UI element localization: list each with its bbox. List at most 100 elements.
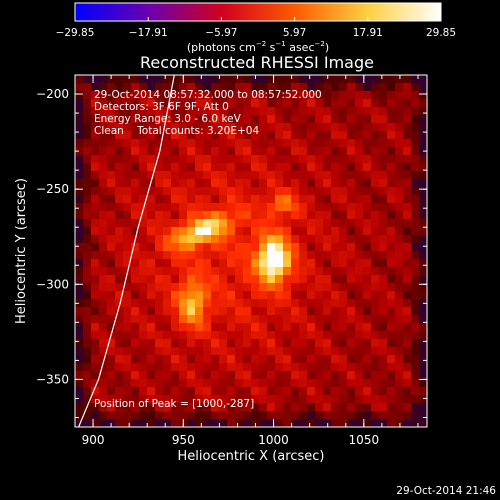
heatmap-cell xyxy=(379,283,388,292)
heatmap-cell xyxy=(315,347,324,356)
heatmap-cell xyxy=(83,267,92,276)
heatmap-cell xyxy=(395,147,404,156)
heatmap-cell xyxy=(195,315,204,324)
heatmap-cell xyxy=(259,323,268,332)
heatmap-cell xyxy=(243,91,252,100)
heatmap-cell xyxy=(355,315,364,324)
heatmap-cell xyxy=(187,243,196,252)
heatmap-cell xyxy=(163,363,172,372)
heatmap-cell xyxy=(275,131,284,140)
heatmap-cell xyxy=(179,107,188,116)
heatmap-cell xyxy=(155,195,164,204)
heatmap-cell xyxy=(355,83,364,92)
heatmap-cell xyxy=(235,123,244,132)
heatmap-cell xyxy=(171,243,180,252)
heatmap-cell xyxy=(419,139,428,148)
heatmap-cell xyxy=(195,251,204,260)
heatmap-cell xyxy=(179,363,188,372)
heatmap-cell xyxy=(299,147,308,156)
heatmap-cell xyxy=(267,347,276,356)
heatmap-cell xyxy=(259,419,268,428)
heatmap-image xyxy=(75,75,428,428)
heatmap-cell xyxy=(411,235,420,244)
heatmap-cell xyxy=(283,323,292,332)
heatmap-cell xyxy=(243,203,252,212)
heatmap-cell xyxy=(347,403,356,412)
heatmap-cell xyxy=(331,155,340,164)
heatmap-cell xyxy=(299,227,308,236)
heatmap-cell xyxy=(339,155,348,164)
heatmap-cell xyxy=(179,99,188,108)
heatmap-cell xyxy=(243,379,252,388)
heatmap-cell xyxy=(171,299,180,308)
heatmap-cell xyxy=(259,219,268,228)
heatmap-cell xyxy=(355,411,364,420)
heatmap-cell xyxy=(323,83,332,92)
heatmap-cell xyxy=(283,115,292,124)
heatmap-cell xyxy=(379,371,388,380)
heatmap-cell xyxy=(123,371,132,380)
heatmap-cell xyxy=(123,315,132,324)
heatmap-cell xyxy=(371,283,380,292)
heatmap-cell xyxy=(131,371,140,380)
heatmap-cell xyxy=(155,187,164,196)
heatmap-cell xyxy=(115,187,124,196)
heatmap-cell xyxy=(299,331,308,340)
heatmap-cell xyxy=(307,403,316,412)
heatmap-cell xyxy=(195,363,204,372)
heatmap-cell xyxy=(91,403,100,412)
heatmap-cell xyxy=(83,163,92,172)
heatmap-cell xyxy=(227,179,236,188)
heatmap-cell xyxy=(219,291,228,300)
heatmap-cell xyxy=(363,179,372,188)
heatmap-cell xyxy=(227,219,236,228)
heatmap-cell xyxy=(259,395,268,404)
heatmap-cell xyxy=(299,163,308,172)
heatmap-cell xyxy=(155,387,164,396)
heatmap-cell xyxy=(387,275,396,284)
heatmap-cell xyxy=(387,75,396,84)
heatmap-cell xyxy=(347,123,356,132)
heatmap-cell xyxy=(331,275,340,284)
heatmap-cell xyxy=(323,331,332,340)
heatmap-cell xyxy=(395,251,404,260)
heatmap-cell xyxy=(307,115,316,124)
heatmap-cell xyxy=(115,291,124,300)
heatmap-cell xyxy=(299,155,308,164)
heatmap-cell xyxy=(211,379,220,388)
heatmap-cell xyxy=(131,299,140,308)
heatmap-cell xyxy=(307,139,316,148)
heatmap-cell xyxy=(371,323,380,332)
heatmap-cell xyxy=(283,211,292,220)
heatmap-cell xyxy=(347,203,356,212)
heatmap-cell xyxy=(203,315,212,324)
heatmap-cell xyxy=(99,323,108,332)
heatmap-cell xyxy=(419,307,428,316)
heatmap-cell xyxy=(403,331,412,340)
heatmap-cell xyxy=(139,99,148,108)
heatmap-cell xyxy=(211,403,220,412)
heatmap-cell xyxy=(99,275,108,284)
heatmap-cell xyxy=(147,387,156,396)
heatmap-cell xyxy=(235,211,244,220)
heatmap-cell xyxy=(187,83,196,92)
heatmap-cell xyxy=(115,299,124,308)
heatmap-cell xyxy=(267,83,276,92)
heatmap-cell xyxy=(315,403,324,412)
heatmap-cell xyxy=(267,75,276,84)
heatmap-cell xyxy=(387,259,396,268)
heatmap-cell xyxy=(339,299,348,308)
heatmap-cell xyxy=(371,163,380,172)
heatmap-cell xyxy=(371,219,380,228)
heatmap-cell xyxy=(291,403,300,412)
heatmap-cell xyxy=(251,83,260,92)
heatmap-cell xyxy=(243,411,252,420)
heatmap-cell xyxy=(147,259,156,268)
heatmap-cell xyxy=(355,171,364,180)
heatmap-cell xyxy=(323,187,332,196)
heatmap-cell xyxy=(371,147,380,156)
heatmap-cell xyxy=(147,411,156,420)
heatmap-cell xyxy=(123,339,132,348)
heatmap-cell xyxy=(299,347,308,356)
heatmap-cell xyxy=(419,187,428,196)
